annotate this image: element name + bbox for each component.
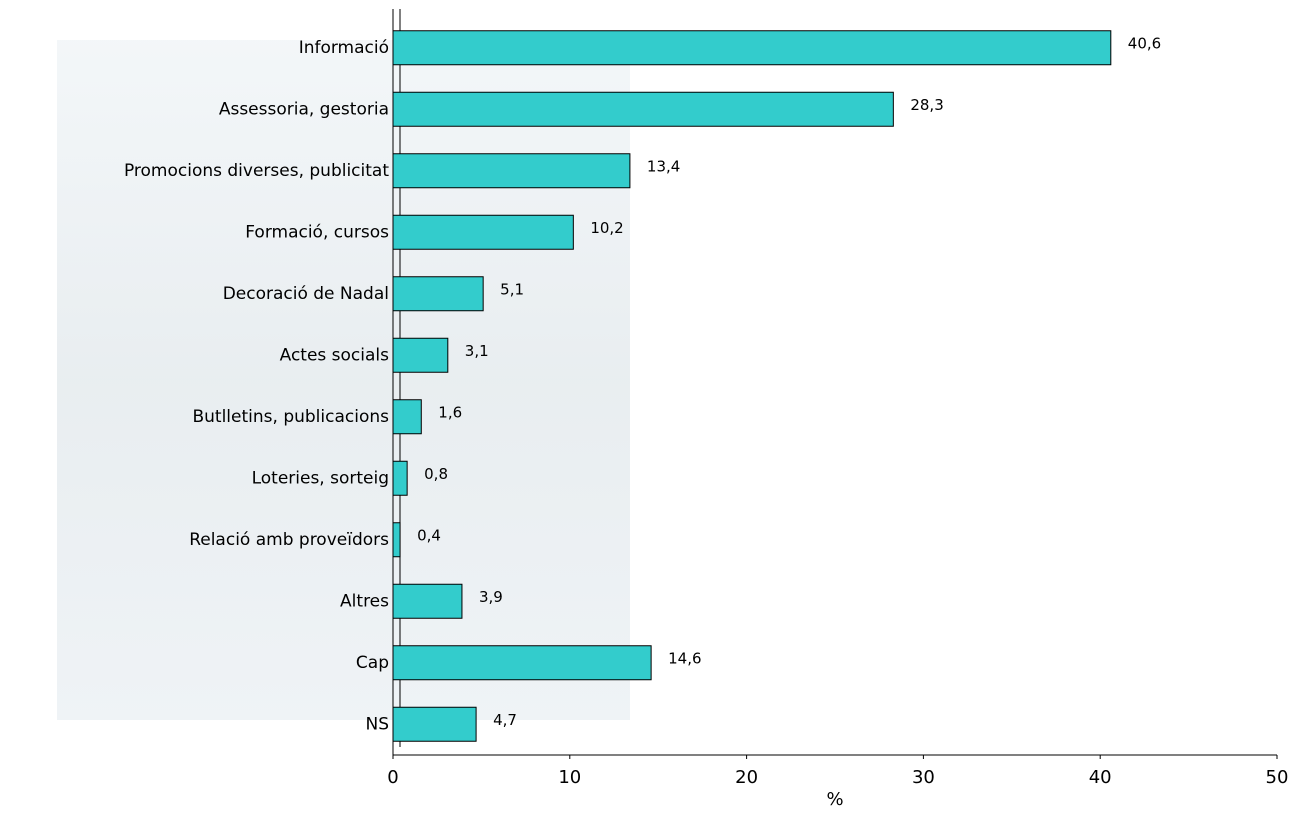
x-tick-label: 50	[1266, 767, 1289, 788]
category-label: Assessoria, gestoria	[219, 99, 389, 119]
bar	[392, 337, 449, 373]
bar	[392, 399, 422, 435]
bar	[392, 214, 574, 250]
value-label: 3,9	[479, 588, 503, 606]
bar	[392, 583, 463, 619]
category-label: Loteries, sorteig	[252, 468, 389, 488]
value-label: 0,4	[417, 526, 441, 544]
value-label: 5,1	[500, 280, 524, 298]
bar	[392, 460, 408, 496]
value-label: 13,4	[647, 157, 680, 175]
value-label: 1,6	[438, 403, 462, 421]
category-label: Informació	[299, 38, 389, 58]
value-label: 40,6	[1128, 34, 1161, 52]
x-tick-label: 10	[558, 767, 581, 788]
category-label: Promocions diverses, publicitat	[124, 161, 389, 181]
x-tick-label: 20	[735, 767, 758, 788]
value-label: 4,7	[493, 711, 517, 729]
background-image	[57, 40, 630, 720]
category-label: Altres	[340, 591, 389, 611]
x-tick-label: 40	[1089, 767, 1112, 788]
category-label: Cap	[356, 653, 389, 673]
category-label: Decoració de Nadal	[223, 284, 389, 304]
bar	[392, 522, 401, 558]
value-label: 10,2	[590, 219, 623, 237]
bar	[392, 706, 477, 742]
value-label: 28,3	[910, 96, 943, 114]
x-tick-label: 0	[387, 767, 398, 788]
value-label: 0,8	[424, 465, 448, 483]
bar	[392, 153, 631, 189]
x-axis-label: %	[826, 789, 843, 810]
value-label: 3,1	[465, 342, 489, 360]
bar	[392, 30, 1112, 66]
x-tick-label: 30	[912, 767, 935, 788]
bar	[392, 91, 894, 127]
value-label: 14,6	[668, 649, 701, 667]
category-label: Relació amb proveïdors	[189, 530, 389, 550]
category-label: Butlletins, publicacions	[192, 407, 389, 427]
category-label: Formació, cursos	[245, 222, 389, 242]
bar	[392, 276, 484, 312]
category-label: Actes socials	[280, 345, 390, 365]
bar	[392, 645, 652, 681]
category-label: NS	[365, 714, 389, 734]
